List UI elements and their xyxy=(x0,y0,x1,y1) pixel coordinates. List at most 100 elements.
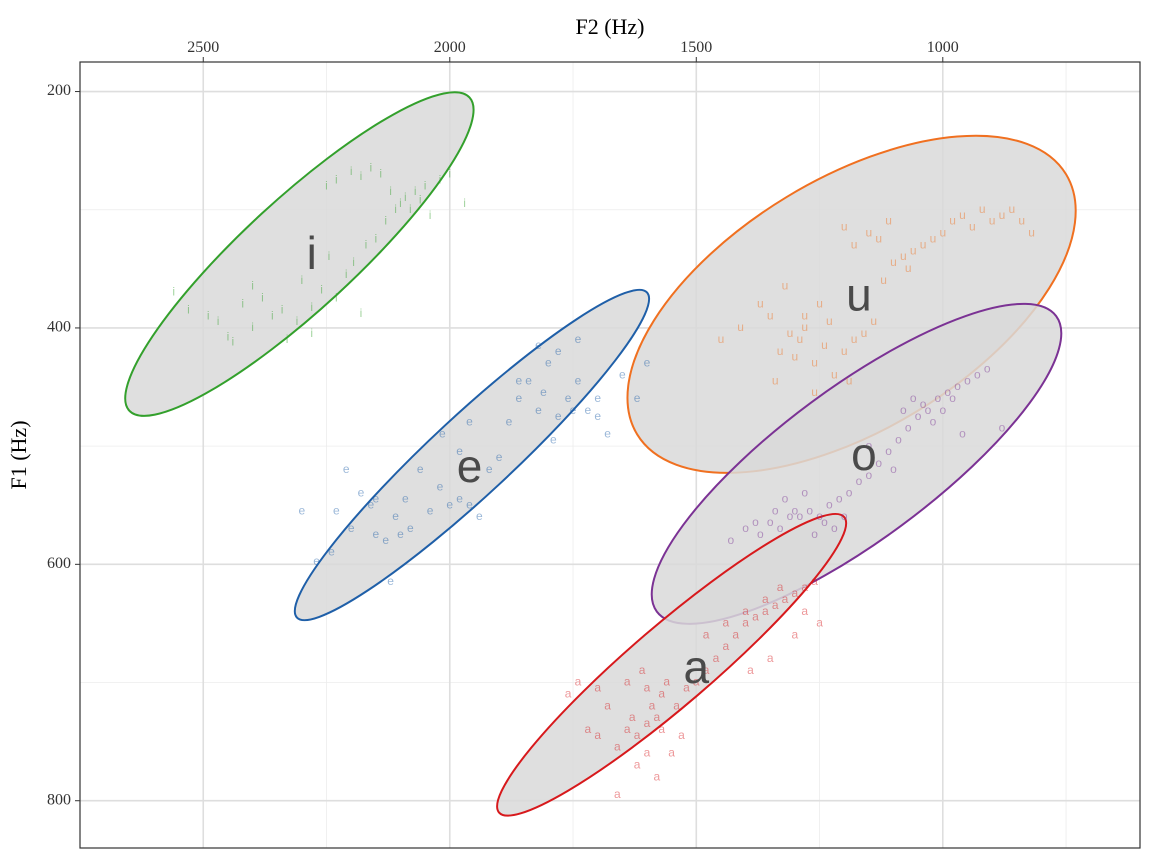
data-point-u: u xyxy=(801,320,808,334)
data-point-o: o xyxy=(944,385,951,399)
data-point-a: a xyxy=(816,616,823,630)
data-point-u: u xyxy=(1018,214,1025,228)
data-point-o: o xyxy=(984,361,991,375)
data-point-a: a xyxy=(629,710,636,724)
data-point-o: o xyxy=(777,521,784,535)
data-point-a: a xyxy=(772,598,779,612)
data-point-e: e xyxy=(594,409,601,423)
data-point-u: u xyxy=(890,255,897,269)
data-point-o: o xyxy=(846,486,853,500)
data-point-o: o xyxy=(787,509,794,523)
data-point-i: i xyxy=(360,306,363,320)
data-point-i: i xyxy=(261,291,264,305)
data-point-e: e xyxy=(466,415,473,429)
data-point-u: u xyxy=(846,373,853,387)
data-point-i: i xyxy=(360,169,363,183)
data-point-o: o xyxy=(772,503,779,517)
data-point-o: o xyxy=(939,403,946,417)
data-point-i: i xyxy=(286,332,289,346)
data-point-u: u xyxy=(875,231,882,245)
data-point-o: o xyxy=(959,426,966,440)
data-point-u: u xyxy=(816,296,823,310)
data-point-e: e xyxy=(575,373,582,387)
data-point-u: u xyxy=(910,243,917,257)
data-point-e: e xyxy=(427,503,434,517)
data-point-a: a xyxy=(649,698,656,712)
ellipse-i xyxy=(124,91,475,417)
data-point-e: e xyxy=(343,462,350,476)
data-point-a: a xyxy=(634,728,641,742)
data-point-e: e xyxy=(437,480,444,494)
data-point-i: i xyxy=(379,166,382,180)
data-point-o: o xyxy=(792,503,799,517)
data-point-u: u xyxy=(777,344,784,358)
data-point-e: e xyxy=(496,450,503,464)
data-point-o: o xyxy=(796,509,803,523)
data-point-a: a xyxy=(653,710,660,724)
data-point-e: e xyxy=(387,574,394,588)
data-point-e: e xyxy=(525,373,532,387)
x-tick-label: 2500 xyxy=(187,39,219,56)
data-point-i: i xyxy=(187,302,190,316)
data-point-a: a xyxy=(683,681,690,695)
data-point-e: e xyxy=(575,332,582,346)
data-point-u: u xyxy=(851,332,858,346)
data-point-u: u xyxy=(959,208,966,222)
data-point-o: o xyxy=(964,373,971,387)
data-point-i: i xyxy=(424,178,427,192)
data-point-o: o xyxy=(900,403,907,417)
data-point-o: o xyxy=(767,515,774,529)
data-point-u: u xyxy=(930,231,937,245)
vowel-label-a: a xyxy=(683,641,709,693)
data-point-o: o xyxy=(826,497,833,511)
data-point-o: o xyxy=(885,444,892,458)
data-point-e: e xyxy=(506,415,513,429)
data-point-o: o xyxy=(999,421,1006,435)
data-point-u: u xyxy=(811,385,818,399)
data-point-u: u xyxy=(796,332,803,346)
data-point-i: i xyxy=(352,255,355,269)
data-point-o: o xyxy=(915,409,922,423)
data-point-a: a xyxy=(565,687,572,701)
data-point-o: o xyxy=(831,521,838,535)
data-point-e: e xyxy=(466,497,473,511)
x-axis-ticks: 2500 2000 1500 1000 xyxy=(187,39,959,62)
y-tick-label: 800 xyxy=(47,791,71,808)
data-point-a: a xyxy=(644,716,651,730)
data-point-e: e xyxy=(446,497,453,511)
data-point-a: a xyxy=(634,757,641,771)
data-point-i: i xyxy=(345,267,348,281)
x-tick-label: 1500 xyxy=(680,39,712,56)
data-point-u: u xyxy=(979,202,986,216)
data-point-o: o xyxy=(816,509,823,523)
data-point-a: a xyxy=(792,627,799,641)
data-point-a: a xyxy=(658,722,665,736)
data-point-a: a xyxy=(614,740,621,754)
data-point-a: a xyxy=(703,627,710,641)
data-point-i: i xyxy=(404,190,407,204)
data-point-e: e xyxy=(535,403,542,417)
data-point-u: u xyxy=(826,314,833,328)
data-point-a: a xyxy=(723,639,730,653)
data-point-a: a xyxy=(693,675,700,689)
data-point-o: o xyxy=(811,527,818,541)
data-point-u: u xyxy=(999,208,1006,222)
vowel-label-u: u xyxy=(846,269,872,321)
data-point-i: i xyxy=(399,196,402,210)
data-point-a: a xyxy=(624,722,631,736)
data-point-o: o xyxy=(836,491,843,505)
data-point-u: u xyxy=(841,344,848,358)
data-point-i: i xyxy=(335,172,338,186)
data-point-i: i xyxy=(429,208,432,222)
panel-border xyxy=(79,61,1141,849)
data-point-a: a xyxy=(792,586,799,600)
data-point-a: a xyxy=(801,604,808,618)
data-point-e: e xyxy=(594,391,601,405)
y-axis-title: F1 (Hz) xyxy=(6,420,31,489)
data-point-e: e xyxy=(328,545,335,559)
data-point-o: o xyxy=(757,527,764,541)
data-point-e: e xyxy=(358,486,365,500)
data-point-a: a xyxy=(663,675,670,689)
data-point-a: a xyxy=(653,769,660,783)
data-point-e: e xyxy=(368,497,375,511)
